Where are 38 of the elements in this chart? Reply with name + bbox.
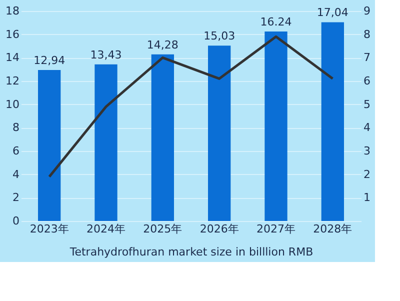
y-tick-label: 8 <box>12 121 20 134</box>
bar <box>151 54 174 221</box>
y-tick-label: 18 <box>6 4 20 18</box>
y-tick-label: 4 <box>12 168 20 181</box>
y2-tick-label: 1 <box>364 191 370 204</box>
y-tick-label: 14 <box>6 51 20 64</box>
x-tick-label: 2026年 <box>200 222 239 236</box>
y2-tick-label: 2 <box>364 168 370 181</box>
bar <box>264 32 288 221</box>
bar <box>94 64 118 221</box>
y-tick-label: 2 <box>12 191 20 204</box>
bar <box>38 70 61 221</box>
x-tick-label: 2028年 <box>313 222 352 236</box>
y2-tick-label: 5 <box>364 98 370 111</box>
data-label: 13,43 <box>90 48 122 62</box>
y2-tick-label: 9 <box>364 4 370 18</box>
data-label: 15,03 <box>204 30 236 43</box>
y2-tick-label: 8 <box>364 28 370 41</box>
data-label: 12,94 <box>34 54 66 68</box>
bar <box>208 46 231 221</box>
y2-tick-label: 6 <box>364 74 370 88</box>
bar <box>321 22 344 221</box>
x-tick-label: 2025年 <box>143 222 182 236</box>
y-tick-label: 0 <box>12 214 20 228</box>
y-tick-label: 16 <box>6 28 20 41</box>
x-tick-label: 2024年 <box>86 222 126 236</box>
x-tick-label: 2027年 <box>256 222 296 236</box>
y2-tick-label: 4 <box>364 121 370 134</box>
y2-tick-label: 7 <box>364 51 370 64</box>
data-label: 14,28 <box>146 38 178 52</box>
data-label: 17,04 <box>316 6 348 20</box>
x-axis-title: Tetrahydrofhuran market size in billlion RMB <box>68 246 314 258</box>
y-tick-label: 12 <box>6 74 20 88</box>
y2-tick-label: 3 <box>364 144 370 158</box>
y-tick-label: 6 <box>12 144 20 158</box>
x-tick-label: 2023年 <box>30 222 69 236</box>
y-tick-label: 10 <box>6 98 20 111</box>
data-label: 16.24 <box>260 16 292 29</box>
